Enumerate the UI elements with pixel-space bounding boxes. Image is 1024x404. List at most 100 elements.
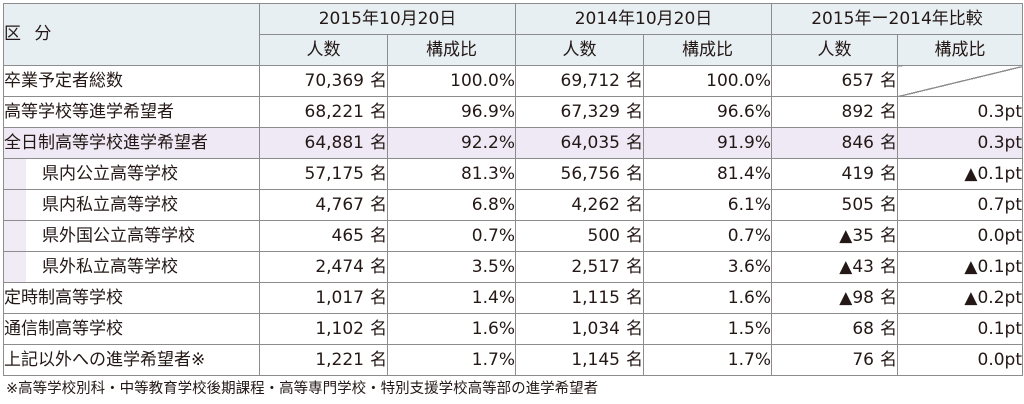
- header-category: 区 分: [3, 3, 260, 66]
- count-diff: ▲35 名: [771, 220, 898, 252]
- ratio-2015: 92.2%: [387, 127, 516, 159]
- count-2015: 70,369 名: [259, 65, 388, 97]
- indent-bar: [4, 159, 26, 189]
- subheader-ratio: 構成比: [643, 34, 772, 66]
- table-row: 県外国公立高等学校 465 名 0.7% 500 名 0.7% ▲35 名 0.0pt: [3, 220, 1023, 252]
- ratio-2015: 6.8%: [387, 189, 516, 221]
- count-diff: 76 名: [771, 344, 898, 376]
- ratio-diff: ▲0.1pt: [897, 158, 1023, 190]
- count-2015: 4,767 名: [259, 189, 388, 221]
- footnote: ※高等学校別科・中等教育学校後期課程・高等専門学校・特別支援学校高等部の進学希望…: [6, 381, 599, 397]
- count-diff: 657 名: [771, 65, 898, 97]
- row-label: 卒業予定者総数: [3, 65, 260, 97]
- ratio-2014: 100.0%: [643, 65, 772, 97]
- ratio-2014: 81.4%: [643, 158, 772, 190]
- header-period-comparison: 2015年ー2014年比較: [771, 3, 1023, 35]
- ratio-2015: 3.5%: [387, 251, 516, 283]
- count-2015: 57,175 名: [259, 158, 388, 190]
- row-label: 上記以外への進学希望者※: [3, 344, 260, 376]
- table-row: 卒業予定者総数 70,369 名 100.0% 69,712 名 100.0% 65…: [3, 65, 1023, 97]
- table-row: 県内公立高等学校 57,175 名 81.3% 56,756 名 81.4% 419…: [3, 158, 1023, 190]
- row-label: 定時制高等学校: [3, 282, 260, 314]
- row-label: 全日制高等学校進学希望者: [3, 127, 260, 159]
- ratio-2014: 3.6%: [643, 251, 772, 283]
- count-diff: 68 名: [771, 313, 898, 345]
- subheader-ratio: 構成比: [387, 34, 516, 66]
- count-2014: 69,712 名: [515, 65, 644, 97]
- table-row: 通信制高等学校 1,102 名 1.6% 1,034 名 1.5% 68 名 0.1p…: [3, 313, 1023, 345]
- row-label-cell: 県内私立高等学校: [3, 189, 260, 221]
- table-row: 全日制高等学校進学希望者 64,881 名 92.2% 64,035 名 91.9%…: [3, 127, 1023, 159]
- ratio-2015: 81.3%: [387, 158, 516, 190]
- ratio-2014: 96.6%: [643, 96, 772, 128]
- ratio-2015: 1.4%: [387, 282, 516, 314]
- count-diff: ▲43 名: [771, 251, 898, 283]
- table-row: 定時制高等学校 1,017 名 1.4% 1,115 名 1.6% ▲98 名 ▲0.…: [3, 282, 1023, 314]
- row-label-cell: 県外私立高等学校: [3, 251, 260, 283]
- table-row: 県内私立高等学校 4,767 名 6.8% 4,262 名 6.1% 505 名 0.…: [3, 189, 1023, 221]
- row-label: 高等学校等進学希望者: [3, 96, 260, 128]
- ratio-2014: 1.5%: [643, 313, 772, 345]
- count-2015: 64,881 名: [259, 127, 388, 159]
- header-period-2015: 2015年10月20日: [259, 3, 516, 35]
- count-2015: 68,221 名: [259, 96, 388, 128]
- ratio-2015: 1.7%: [387, 344, 516, 376]
- count-2014: 500 名: [515, 220, 644, 252]
- ratio-diff: 0.0pt: [897, 344, 1023, 376]
- count-diff: 419 名: [771, 158, 898, 190]
- row-label-cell: 県外国公立高等学校: [3, 220, 260, 252]
- ratio-2014: 1.6%: [643, 282, 772, 314]
- count-diff: ▲98 名: [771, 282, 898, 314]
- indent-bar: [4, 190, 26, 220]
- indent-bar: [4, 252, 26, 282]
- count-2015: 1,221 名: [259, 344, 388, 376]
- count-diff: 505 名: [771, 189, 898, 221]
- ratio-2014: 1.7%: [643, 344, 772, 376]
- count-2014: 1,034 名: [515, 313, 644, 345]
- enrollment-table: 区 分 2015年10月20日 2014年10月20日 2015年ー2014年比…: [3, 3, 1023, 376]
- ratio-diff: ▲0.1pt: [897, 251, 1023, 283]
- row-label: 県外私立高等学校: [42, 256, 178, 277]
- count-2014: 2,517 名: [515, 251, 644, 283]
- count-2014: 56,756 名: [515, 158, 644, 190]
- count-2014: 4,262 名: [515, 189, 644, 221]
- count-2014: 1,115 名: [515, 282, 644, 314]
- count-2015: 1,102 名: [259, 313, 388, 345]
- indent-bar: [4, 221, 26, 251]
- count-2014: 67,329 名: [515, 96, 644, 128]
- ratio-diff: 0.1pt: [897, 313, 1023, 345]
- ratio-diff: 0.0pt: [897, 220, 1023, 252]
- row-label: 県内私立高等学校: [42, 194, 178, 215]
- subheader-count: 人数: [771, 34, 898, 66]
- count-2015: 1,017 名: [259, 282, 388, 314]
- ratio-2014: 0.7%: [643, 220, 772, 252]
- subheader-ratio: 構成比: [897, 34, 1023, 66]
- count-2015: 2,474 名: [259, 251, 388, 283]
- ratio-diff: 0.3pt: [897, 96, 1023, 128]
- ratio-2015: 0.7%: [387, 220, 516, 252]
- ratio-diff: 0.3pt: [897, 127, 1023, 159]
- ratio-2014: 6.1%: [643, 189, 772, 221]
- row-label: 通信制高等学校: [3, 313, 260, 345]
- count-diff: 892 名: [771, 96, 898, 128]
- row-label: 県外国公立高等学校: [42, 225, 195, 246]
- count-2014: 1,145 名: [515, 344, 644, 376]
- ratio-2015: 1.6%: [387, 313, 516, 345]
- ratio-diff: 0.7pt: [897, 189, 1023, 221]
- table-row: 上記以外への進学希望者※ 1,221 名 1.7% 1,145 名 1.7% 76 名…: [3, 344, 1023, 376]
- ratio-2015: 96.9%: [387, 96, 516, 128]
- header-period-2014: 2014年10月20日: [515, 3, 772, 35]
- ratio-diff-empty: [897, 65, 1023, 97]
- ratio-diff: ▲0.2pt: [897, 282, 1023, 314]
- count-diff: 846 名: [771, 127, 898, 159]
- subheader-count: 人数: [259, 34, 388, 66]
- ratio-2014: 91.9%: [643, 127, 772, 159]
- count-2014: 64,035 名: [515, 127, 644, 159]
- table-row: 高等学校等進学希望者 68,221 名 96.9% 67,329 名 96.6% 8…: [3, 96, 1023, 128]
- subheader-count: 人数: [515, 34, 644, 66]
- ratio-2015: 100.0%: [387, 65, 516, 97]
- row-label-cell: 県内公立高等学校: [3, 158, 260, 190]
- table-row: 県外私立高等学校 2,474 名 3.5% 2,517 名 3.6% ▲43 名 ▲0…: [3, 251, 1023, 283]
- row-label: 県内公立高等学校: [42, 163, 178, 184]
